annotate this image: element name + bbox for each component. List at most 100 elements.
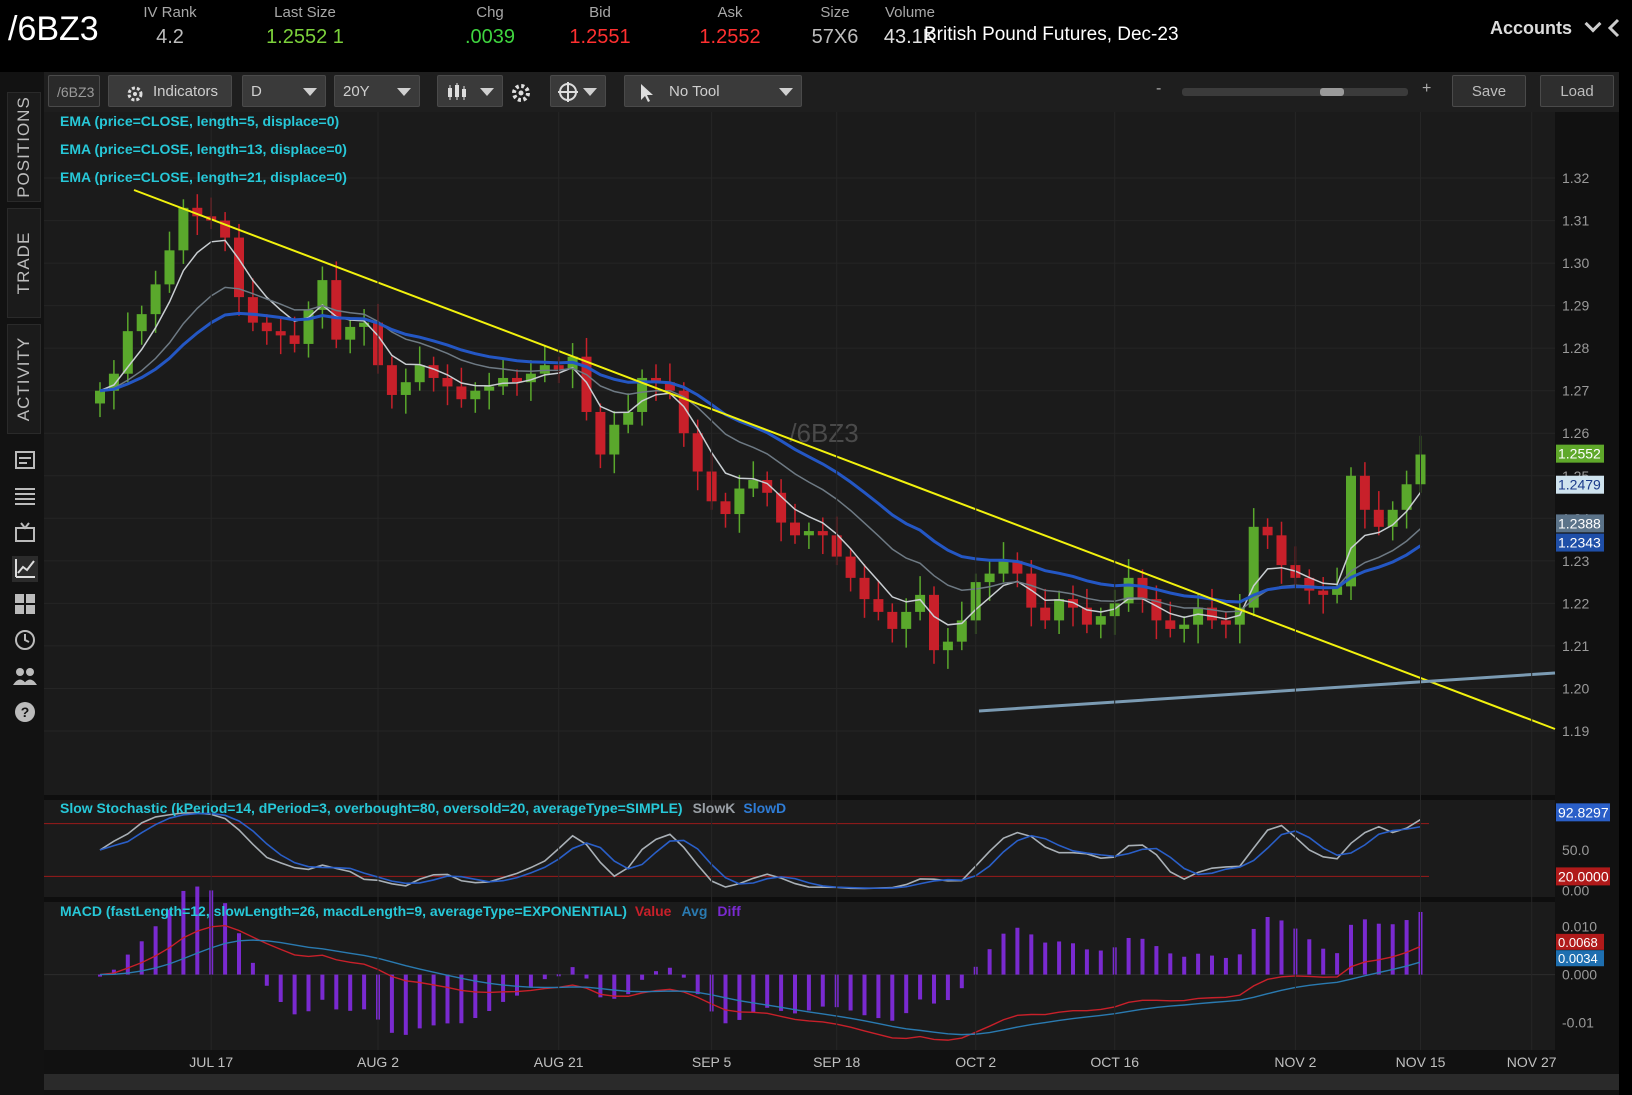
candle-body	[1387, 509, 1398, 527]
candle-icon	[446, 82, 468, 114]
candle-body	[720, 501, 731, 515]
load-button[interactable]: Load	[1540, 75, 1614, 107]
slowk-legend: SlowK	[693, 800, 736, 816]
macd-diff-bar	[153, 926, 158, 975]
stochastic-pane: 50.0 0.00 92.8297 20.0000	[44, 803, 1610, 898]
chevron-down-icon	[1584, 15, 1602, 33]
macd-diff-bar	[1223, 957, 1228, 975]
tab-trade[interactable]: TRADE	[7, 208, 41, 318]
help-icon[interactable]: ?	[12, 700, 38, 726]
candle-body	[1193, 607, 1204, 625]
price-marker	[1556, 514, 1604, 533]
drawing-tool-select[interactable]: No Tool	[624, 75, 802, 107]
quote-header: /6BZ3 IV Rank 4.2 Last Size 1.2552 1 Chg .003…	[0, 0, 1632, 72]
stat-label-0: IV Rank	[143, 4, 197, 21]
candle-body	[414, 365, 425, 383]
date-tick-label: OCT 16	[1090, 1054, 1139, 1070]
slowd-line	[99, 812, 1421, 890]
macd-diff-bar	[848, 974, 853, 1011]
macd-diff-bar	[570, 967, 575, 975]
stat-value-1: 1.2552 1	[266, 26, 344, 48]
chevron-down-icon	[583, 88, 597, 96]
accounts-button[interactable]: Accounts	[1490, 15, 1602, 39]
panel-toggle-icon[interactable]	[1604, 18, 1624, 38]
macd-label[interactable]: MACD (fastLength=12, slowLength=26, macd…	[60, 903, 741, 919]
chart-style-select[interactable]	[437, 75, 503, 107]
ema-5-label[interactable]: EMA (price=CLOSE, length=5, displace=0)	[60, 113, 339, 129]
macd-diff-bar	[181, 890, 186, 975]
candle-body	[261, 322, 272, 332]
candle-body	[664, 382, 675, 391]
zoom-out-button[interactable]: -	[1156, 80, 1162, 97]
date-axis: JUL 17 AUG 2 AUG 21 SEP 5 SEP 18 OCT 2 OCT 16 N…	[189, 112, 1557, 1070]
macd-diff-bar	[904, 974, 909, 1014]
zoom-slider[interactable]	[1182, 88, 1408, 96]
symbol-input[interactable]: /6BZ3	[48, 75, 100, 107]
candle-body	[1318, 590, 1329, 595]
ema-13-label[interactable]: EMA (price=CLOSE, length=13, displace=0)	[60, 141, 347, 157]
macd-diff-bar	[1376, 923, 1381, 975]
date-tick-label: JUL 17	[189, 1054, 233, 1070]
aggregation-select[interactable]: D	[242, 75, 326, 107]
stochastic-label[interactable]: Slow Stochastic (kPeriod=14, dPeriod=3, …	[60, 800, 786, 816]
candle-body	[1165, 620, 1176, 629]
watchlist-icon[interactable]	[12, 448, 38, 474]
ema-21-label[interactable]: EMA (price=CLOSE, length=21, displace=0)	[60, 169, 347, 185]
tv-icon[interactable]	[12, 520, 38, 546]
macd-diff-bar	[1084, 949, 1089, 975]
settings-gear-icon[interactable]	[510, 82, 532, 109]
candle-body	[164, 250, 175, 285]
candle-body	[484, 386, 495, 391]
price-marker-label: 1.2388	[1558, 515, 1601, 531]
candle-body	[108, 373, 119, 391]
date-tick-label: OCT 2	[955, 1054, 996, 1070]
macd-diff-bar	[862, 974, 867, 1016]
candle-body	[1332, 586, 1343, 595]
clock-icon[interactable]	[12, 628, 38, 654]
candle-body	[386, 365, 397, 395]
macd-diff-bar	[431, 974, 436, 1026]
symbol-title[interactable]: /6BZ3	[8, 10, 99, 48]
macd-diff-bar	[1043, 942, 1048, 975]
macd-diff-bar	[765, 974, 770, 1008]
candle-body	[470, 390, 481, 400]
list-icon[interactable]	[12, 484, 38, 510]
candle-body	[929, 594, 939, 651]
tab-positions[interactable]: POSITIONS	[7, 92, 41, 202]
stat-value-3: 1.2551	[569, 26, 631, 48]
grid-icon[interactable]	[12, 592, 38, 618]
stat-label-1: Last Size	[274, 4, 336, 21]
chevron-down-icon	[480, 88, 494, 96]
timeframe-select[interactable]: 20Y	[334, 75, 420, 107]
macd-diff-bar	[167, 909, 172, 975]
candle-body	[692, 433, 703, 472]
zoom-slider-handle[interactable]	[1320, 88, 1344, 96]
zoom-in-button[interactable]: +	[1422, 80, 1432, 97]
support-line[interactable]	[978, 671, 1556, 713]
chevron-down-icon	[397, 88, 411, 96]
drawing-style-select[interactable]	[550, 75, 606, 107]
macd-diff-bar	[751, 974, 756, 1013]
chart-icon[interactable]	[12, 556, 38, 582]
macd-diff-bar	[640, 974, 645, 980]
candle-body	[817, 531, 828, 536]
stat-value-4: 1.2552	[699, 26, 761, 48]
slowd-legend: SlowD	[743, 800, 786, 816]
price-tick-label: 1.23	[1562, 553, 1589, 569]
stat-label-2: Chg	[476, 4, 504, 21]
candle-body	[1137, 577, 1148, 600]
save-button[interactable]: Save	[1452, 75, 1526, 107]
price-axis: 1.321.311.301.291.281.271.261.251.241.23…	[1556, 170, 1604, 739]
macd-diff-bar	[501, 974, 506, 1002]
macd-diff-bar	[932, 974, 936, 1004]
tab-activity[interactable]: ACTIVITY	[7, 324, 41, 434]
candle-body	[734, 488, 745, 515]
trendlines[interactable]	[133, 189, 1556, 730]
downtrend-line[interactable]	[133, 189, 1556, 730]
candle-body	[1123, 577, 1134, 604]
indicators-button[interactable]: Indicators	[108, 75, 232, 107]
people-icon[interactable]	[12, 664, 38, 690]
candle-body	[1054, 599, 1065, 621]
macd-avg-legend: Avg	[681, 903, 707, 919]
